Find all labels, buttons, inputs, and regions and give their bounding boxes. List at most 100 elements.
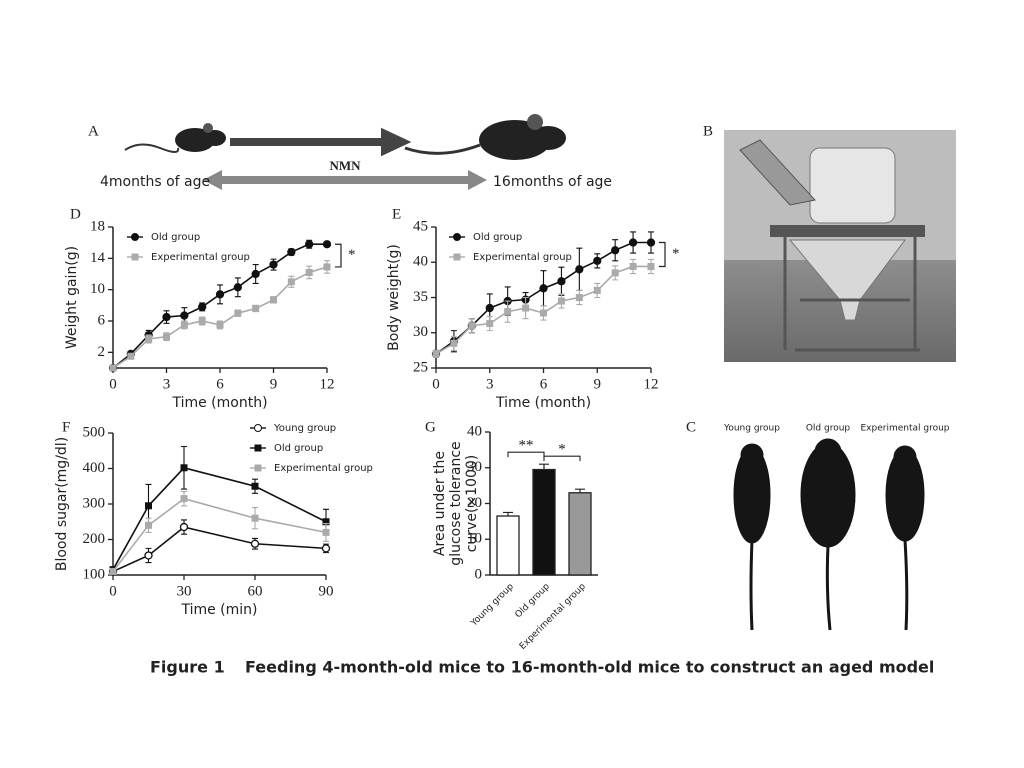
legend-marker bbox=[254, 444, 262, 452]
panel-label: C bbox=[686, 419, 696, 435]
significance-label: * bbox=[558, 442, 566, 458]
data-point bbox=[322, 240, 332, 249]
significance-bracket bbox=[543, 455, 581, 462]
data-point bbox=[539, 284, 548, 293]
figure-number: Figure 1 bbox=[150, 658, 225, 677]
data-point bbox=[127, 352, 135, 360]
data-point bbox=[611, 269, 619, 277]
legend-marker bbox=[131, 233, 139, 241]
significance-bracket bbox=[335, 243, 342, 268]
data-point bbox=[287, 278, 295, 286]
x-tick-label: 0 bbox=[109, 583, 117, 599]
data-point bbox=[450, 339, 458, 347]
x-tick-label: Young group bbox=[469, 582, 517, 630]
data-point bbox=[468, 322, 476, 330]
data-point bbox=[109, 567, 117, 575]
panel-label: E bbox=[392, 206, 401, 222]
data-point bbox=[305, 268, 313, 276]
data-point bbox=[251, 482, 259, 490]
panel-label: A bbox=[88, 123, 99, 139]
legend-label: Young group bbox=[273, 423, 336, 434]
y-tick-label: 40 bbox=[467, 423, 482, 439]
data-point bbox=[198, 317, 206, 325]
x-tick-label: 6 bbox=[216, 376, 224, 392]
y-tick-label: 500 bbox=[83, 424, 106, 440]
photo bbox=[733, 438, 925, 631]
data-point bbox=[628, 238, 638, 247]
data-point bbox=[287, 247, 296, 257]
y-axis-label: Body weight(g) bbox=[386, 244, 402, 351]
x-tick-label: 0 bbox=[432, 376, 440, 392]
group-label: Old group bbox=[806, 424, 851, 434]
data-point bbox=[251, 514, 259, 522]
data-point bbox=[305, 240, 314, 249]
y-tick-label: 25 bbox=[413, 359, 428, 375]
data-point bbox=[269, 260, 278, 269]
legend-label: Experimental group bbox=[274, 463, 373, 474]
data-point bbox=[270, 296, 277, 304]
y-tick-label: 30 bbox=[467, 459, 482, 475]
data-point bbox=[215, 290, 225, 299]
y-tick-label: 2 bbox=[98, 344, 106, 360]
legend-marker bbox=[254, 464, 262, 472]
y-tick-label: 40 bbox=[413, 254, 428, 270]
data-point bbox=[432, 350, 440, 358]
data-point bbox=[180, 311, 189, 320]
significance-label: ** bbox=[519, 438, 534, 454]
x-tick-label: 60 bbox=[248, 583, 263, 599]
data-point bbox=[144, 551, 153, 560]
x-tick-label: Old group bbox=[513, 582, 552, 621]
error-bar bbox=[539, 463, 549, 470]
y-tick-label: 6 bbox=[98, 312, 106, 328]
legend-label: Old group bbox=[151, 232, 200, 243]
y-tick-label: 45 bbox=[413, 218, 428, 234]
data-point bbox=[234, 309, 242, 317]
data-point bbox=[522, 304, 530, 312]
caption: Feeding 4-month-old mice to 16-month-old… bbox=[245, 658, 934, 677]
arrow-label: NMN bbox=[329, 158, 361, 173]
y-tick-label: 10 bbox=[90, 281, 105, 297]
significance-label: * bbox=[672, 246, 680, 262]
legend-label: Experimental group bbox=[151, 252, 250, 263]
y-axis-label: Blood sugar(mg/dl) bbox=[54, 437, 70, 571]
data-point bbox=[145, 521, 152, 529]
end-label: 16months of age bbox=[493, 174, 612, 190]
x-tick-label: 12 bbox=[320, 376, 335, 392]
legend-marker bbox=[131, 253, 139, 261]
significance-label: * bbox=[348, 247, 356, 263]
data-point bbox=[485, 303, 494, 313]
y-axis-label: curve(×1000) bbox=[464, 455, 480, 553]
series-line bbox=[112, 526, 327, 573]
x-axis-label: Time (month) bbox=[171, 395, 267, 411]
data-point bbox=[180, 321, 188, 329]
x-tick-label: 9 bbox=[594, 376, 602, 392]
y-tick-label: 20 bbox=[467, 495, 482, 511]
legend-label: Experimental group bbox=[473, 252, 572, 263]
legend-label: Old group bbox=[473, 232, 522, 243]
data-point bbox=[145, 335, 153, 343]
data-point bbox=[611, 246, 620, 255]
data-point bbox=[145, 502, 152, 510]
legend-marker bbox=[254, 424, 262, 432]
data-point bbox=[180, 464, 188, 472]
x-tick-label: 9 bbox=[270, 376, 278, 392]
panel-label: D bbox=[70, 206, 81, 222]
y-tick-label: 200 bbox=[83, 531, 106, 547]
x-tick-label: 12 bbox=[644, 376, 659, 392]
x-axis-label: Time (min) bbox=[180, 602, 257, 618]
data-point bbox=[322, 518, 330, 526]
legend-marker bbox=[453, 253, 461, 261]
data-point bbox=[504, 308, 512, 316]
data-point bbox=[593, 286, 601, 294]
data-point bbox=[486, 320, 494, 328]
x-tick-label: 30 bbox=[177, 583, 192, 599]
data-point bbox=[198, 302, 207, 312]
y-axis-label: Weight gain(g) bbox=[64, 246, 80, 349]
data-point bbox=[233, 283, 242, 292]
data-point bbox=[180, 495, 188, 503]
data-point bbox=[179, 522, 189, 532]
bar bbox=[496, 515, 520, 576]
x-tick-label: 6 bbox=[540, 376, 548, 392]
data-point bbox=[252, 304, 260, 312]
